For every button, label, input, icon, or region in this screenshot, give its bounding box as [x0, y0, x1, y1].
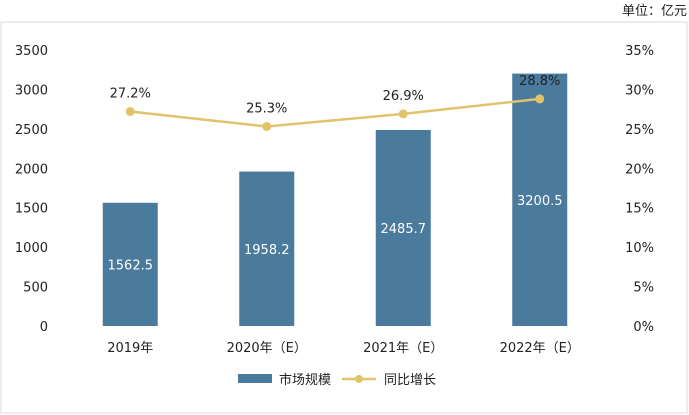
- unit-label: 单位：亿元: [622, 4, 687, 19]
- bar: [375, 129, 431, 326]
- chart-frame: [0, 21, 688, 414]
- category-label: 2022年（E）: [500, 341, 580, 356]
- right-tick-label: 30%: [625, 83, 654, 98]
- right-axis: 0% 5% 10% 15% 20% 25% 30% 35%: [625, 44, 654, 335]
- bar-value-label: 1958.2: [244, 243, 290, 258]
- bar-value-label: 2485.7: [381, 222, 427, 237]
- right-tick-label: 10%: [625, 241, 654, 256]
- growth-value-label: 28.8%: [519, 74, 560, 89]
- category-label: 2019年: [107, 341, 153, 356]
- bar: [512, 73, 568, 327]
- left-tick-label: 0: [40, 320, 48, 335]
- left-tick-label: 3500: [15, 44, 48, 59]
- legend-label-bar: 市场规模: [279, 372, 331, 388]
- bar-value-label: 3200.5: [517, 194, 563, 209]
- legend-swatch-line-marker: [355, 375, 363, 383]
- left-tick-label: 3000: [15, 83, 48, 98]
- left-tick-label: 1000: [15, 241, 48, 256]
- right-tick-label: 5%: [633, 281, 654, 296]
- bar: [102, 202, 158, 326]
- bar: [239, 171, 295, 326]
- x-axis: 2019年 2020年（E） 2021年（E） 2022年（E）: [107, 341, 580, 356]
- right-tick-label: 15%: [625, 202, 654, 217]
- line-series: 27.2% 25.3% 26.9% 28.8%: [110, 74, 560, 131]
- growth-point: [125, 107, 135, 117]
- right-tick-label: 0%: [633, 320, 654, 335]
- growth-value-label: 27.2%: [110, 87, 151, 102]
- left-axis: 0 500 1000 1500 2000 2500 3000 3500: [15, 44, 48, 335]
- left-tick-label: 500: [23, 281, 48, 296]
- growth-point: [262, 121, 272, 131]
- growth-value-label: 26.9%: [383, 89, 424, 104]
- growth-value-label: 25.3%: [246, 101, 287, 116]
- left-tick-label: 2000: [15, 162, 48, 177]
- right-tick-label: 20%: [625, 162, 654, 177]
- legend: 市场规模 同比增长: [238, 372, 436, 388]
- bar-value-label: 1562.5: [108, 258, 154, 273]
- right-tick-label: 25%: [625, 123, 654, 138]
- left-tick-label: 2500: [15, 123, 48, 138]
- growth-line: [130, 97, 540, 128]
- right-tick-label: 35%: [625, 44, 654, 59]
- category-label: 2020年（E）: [227, 341, 307, 356]
- legend-swatch-bar: [238, 374, 272, 383]
- growth-point: [535, 94, 545, 104]
- left-tick-label: 1500: [15, 202, 48, 217]
- bar-series: 1562.5 1958.2 2485.7 3200.5: [102, 73, 568, 327]
- category-label: 2021年（E）: [363, 341, 443, 356]
- legend-label-line: 同比增长: [384, 373, 436, 388]
- growth-point: [398, 109, 408, 119]
